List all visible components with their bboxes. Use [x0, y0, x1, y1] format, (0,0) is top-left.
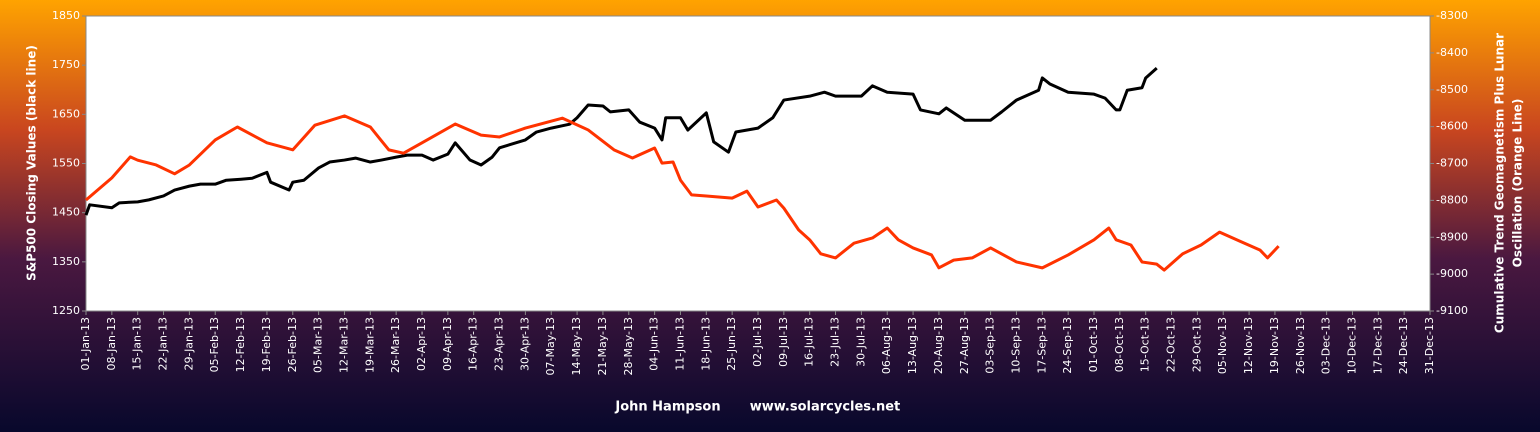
x-tick-label: 10-Sep-13	[1009, 317, 1022, 374]
y2-tick-label: -8400	[1436, 46, 1468, 59]
x-tick-label: 08-Oct-13	[1113, 317, 1126, 372]
x-tick-label: 15-Jan-13	[131, 317, 144, 371]
author: John Hampson	[614, 400, 720, 415]
x-tick-label: 18-Jun-13	[699, 317, 712, 371]
x-tick-label: 28-May-13	[622, 317, 635, 375]
x-tick-label: 29-Jan-13	[182, 317, 195, 371]
plot-area	[85, 15, 1431, 312]
x-tick-label: 11-Jun-13	[673, 317, 686, 371]
x-tick-label: 25-Jun-13	[725, 317, 738, 371]
x-tick-label: 26-Nov-13	[1294, 317, 1307, 374]
x-tick-label: 29-Oct-13	[1190, 317, 1203, 372]
y2-axis-title: Oscillation (Orange Line)	[1511, 99, 1525, 268]
x-tick-label: 16-Jul-13	[803, 317, 816, 367]
x-tick-label: 14-May-13	[570, 317, 583, 375]
x-tick-label: 30-Jul-13	[854, 317, 867, 367]
x-tick-label: 27-Aug-13	[958, 317, 971, 374]
x-tick-label: 22-Oct-13	[1165, 317, 1178, 372]
x-tick-label: 09-Jul-13	[777, 317, 790, 367]
x-tick-label: 12-Mar-13	[337, 317, 350, 373]
x-tick-label: 01-Oct-13	[1087, 317, 1100, 372]
x-tick-label: 13-Aug-13	[906, 317, 919, 374]
y2-tick-label: -9000	[1436, 267, 1468, 280]
y2-tick-label: -8500	[1436, 83, 1468, 96]
y-tick-label: 1350	[52, 255, 80, 268]
x-tick-label: 16-Apr-13	[467, 317, 480, 371]
x-tick-label: 08-Jan-13	[105, 317, 118, 371]
x-tick-label: 17-Sep-13	[1035, 317, 1048, 374]
x-tick-label: 30-Apr-13	[518, 317, 531, 371]
x-tick-label: 03-Sep-13	[984, 317, 997, 374]
x-tick-label: 23-Apr-13	[493, 317, 506, 371]
x-tick-label: 03-Dec-13	[1320, 317, 1333, 374]
x-tick-label: 24-Dec-13	[1397, 317, 1410, 374]
x-tick-label: 15-Oct-13	[1139, 317, 1152, 372]
y-tick-label: 1550	[52, 157, 80, 170]
x-tick-label: 19-Nov-13	[1268, 317, 1281, 374]
y2-tick-label: -8300	[1436, 9, 1468, 22]
x-tick-label: 17-Dec-13	[1371, 317, 1384, 374]
x-tick-label: 10-Dec-13	[1345, 317, 1358, 374]
series-line	[85, 114, 1280, 272]
y2-tick-label: -8900	[1436, 230, 1468, 243]
x-tick-label: 19-Mar-13	[363, 317, 376, 373]
x-tick-label: 24-Sep-13	[1061, 317, 1074, 374]
y-axis-title: S&P500 Closing Values (black line)	[25, 45, 39, 281]
y-tick-label: 1850	[52, 9, 80, 22]
x-tick-label: 05-Feb-13	[208, 317, 221, 372]
x-tick-label: 31-Dec-13	[1423, 317, 1436, 374]
x-tick-label: 19-Feb-13	[260, 317, 273, 372]
x-tick-label: 21-May-13	[596, 317, 609, 375]
x-tick-label: 23-Jul-13	[829, 317, 842, 367]
y2-tick-label: -9100	[1436, 304, 1468, 317]
y-tick-label: 1250	[52, 304, 80, 317]
y-tick-label: 1750	[52, 58, 80, 71]
x-tick-label: 09-Apr-13	[441, 317, 454, 371]
x-tick-label: 01-Jan-13	[79, 317, 92, 371]
x-tick-label: 12-Nov-13	[1242, 317, 1255, 374]
x-tick-label: 07-May-13	[544, 317, 557, 375]
x-tick-label: 22-Jan-13	[157, 317, 170, 371]
x-tick-label: 02-Jul-13	[751, 317, 764, 367]
x-tick-label: 26-Mar-13	[389, 317, 402, 373]
y2-tick-label: -8600	[1436, 120, 1468, 133]
x-tick-label: 04-Jun-13	[648, 317, 661, 371]
x-tick-label: 06-Aug-13	[880, 317, 893, 374]
series-line	[84, 66, 1158, 216]
x-tick-label: 20-Aug-13	[932, 317, 945, 374]
y2-axis-title: Cumulative Trend Geomagnetism Plus Lunar	[1493, 33, 1507, 333]
x-tick-label: 05-Nov-13	[1216, 317, 1229, 374]
x-tick-label: 02-Apr-13	[415, 317, 428, 371]
y2-tick-label: -8700	[1436, 157, 1468, 170]
x-tick-label: 12-Feb-13	[234, 317, 247, 372]
y2-tick-label: -8800	[1436, 193, 1468, 206]
y-tick-label: 1450	[52, 206, 80, 219]
x-tick-label: 26-Feb-13	[286, 317, 299, 372]
website: www.solarcycles.net	[750, 400, 901, 415]
y-tick-label: 1650	[52, 107, 80, 120]
x-tick-label: 05-Mar-13	[312, 317, 325, 373]
